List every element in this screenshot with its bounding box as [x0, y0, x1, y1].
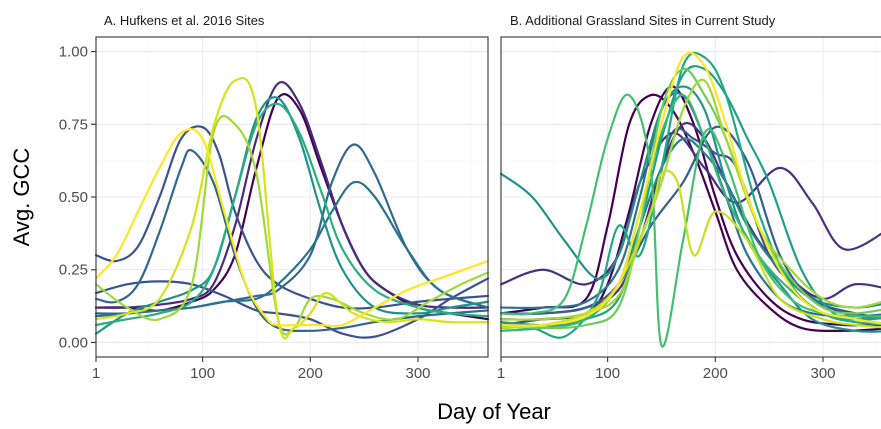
panel-a-title: A. Hufkens et al. 2016 Sites [104, 13, 265, 28]
panel-b-series-line-1 [499, 93, 881, 333]
panel-a-y-tick-label: 0.25 [59, 262, 88, 279]
panel-a: A. Hufkens et al. 2016 Sites 1 100 200 300 0… [59, 13, 490, 382]
panel-a-x-tick-label: 1 [92, 365, 100, 382]
panel-b-series-line-14 [499, 67, 881, 330]
panel-b-x-tick-label: 1 [497, 365, 505, 382]
panel-b-series-line-17 [499, 51, 881, 327]
panel-a-series-lines [94, 76, 490, 340]
panel-a-series-line-2 [94, 81, 490, 309]
panel-b-series-line-13 [499, 93, 881, 348]
panel-a-y-tick-label: 0.75 [59, 116, 88, 133]
panel-b-x-tick-label: 200 [703, 365, 728, 382]
panel-b-x-tick-label: 300 [810, 365, 835, 382]
y-axis-title: Avg. GCC [9, 148, 34, 247]
panel-a-ticks: 1 100 200 300 0.00 0.25 0.50 0.75 1.00 [59, 44, 431, 382]
panel-b-series-lines [499, 51, 881, 348]
panel-a-x-tick-label: 200 [298, 365, 323, 382]
x-axis-title: Day of Year [437, 399, 551, 424]
panel-a-x-tick-label: 100 [190, 365, 215, 382]
panel-b: B. Additional Grassland Sites in Current… [497, 13, 881, 382]
panel-b-series-line-9 [499, 85, 881, 333]
panel-b-title: B. Additional Grassland Sites in Current… [510, 13, 776, 28]
panel-a-series-line-7 [94, 180, 490, 318]
panel-a-y-tick-label: 1.00 [59, 44, 88, 61]
panel-a-series-line-8 [94, 96, 490, 335]
panel-a-y-tick-label: 0.00 [59, 334, 88, 351]
panel-a-gridlines [95, 37, 488, 357]
panel-b-ticks: 1 100 200 300 [497, 357, 836, 382]
panel-b-series-line-3 [499, 131, 881, 286]
panel-a-series-line-12 [94, 128, 490, 328]
panel-a-series-line-9 [94, 102, 490, 327]
panel-b-series-line-10 [499, 65, 881, 327]
panel-b-x-tick-label: 100 [595, 365, 620, 382]
panel-b-series-line-16 [499, 169, 881, 330]
panel-a-series-line-3 [94, 125, 490, 310]
panel-a-y-tick-label: 0.50 [59, 189, 88, 206]
panel-b-border [500, 36, 881, 358]
panel-a-series-line-11 [94, 76, 490, 340]
panel-a-x-tick-label: 300 [405, 365, 430, 382]
